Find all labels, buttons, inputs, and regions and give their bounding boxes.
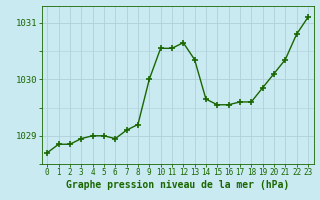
X-axis label: Graphe pression niveau de la mer (hPa): Graphe pression niveau de la mer (hPa)	[66, 180, 289, 190]
